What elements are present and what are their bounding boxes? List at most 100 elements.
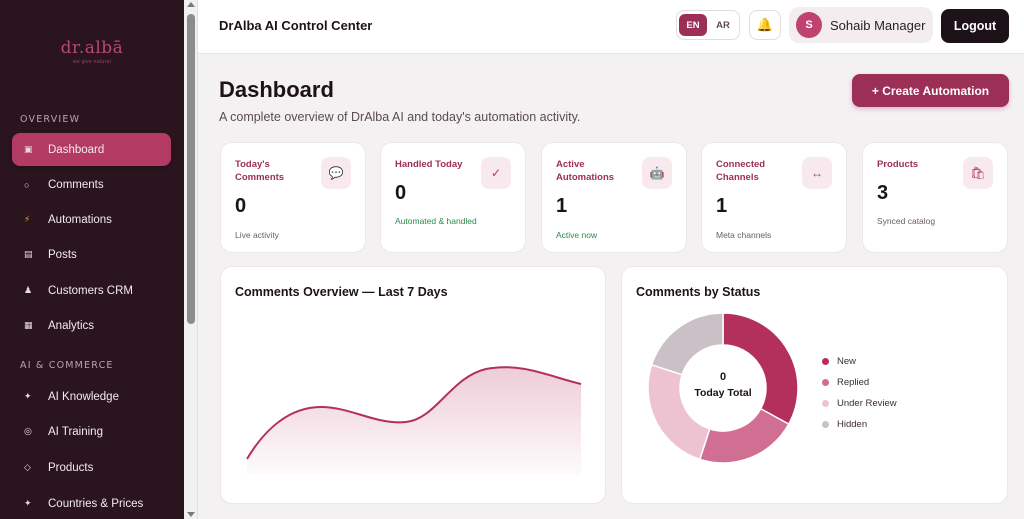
sidebar-item-products[interactable]: ◇ Products bbox=[12, 451, 171, 484]
sidebar-item-analytics[interactable]: ▦ Analytics bbox=[12, 309, 171, 342]
panel-title: Comments Overview — Last 7 Days bbox=[235, 285, 448, 299]
star-icon: ✦ bbox=[24, 498, 32, 508]
section-label-ai-commerce: AI & COMMERCE bbox=[20, 360, 114, 371]
bell-icon: 🔔 bbox=[756, 17, 774, 32]
stat-note: Automated & handled bbox=[395, 216, 477, 226]
lang-ar-button[interactable]: AR bbox=[716, 19, 730, 31]
sidebar-item-comments[interactable]: ○ Comments bbox=[12, 168, 171, 201]
user-name: Sohaib Manager bbox=[830, 17, 926, 33]
avatar: S bbox=[796, 12, 822, 38]
posts-icon: ▤ bbox=[24, 249, 33, 259]
sidebar-item-ai-training[interactable]: ◎ AI Training bbox=[12, 415, 171, 448]
legend-label: Hidden bbox=[837, 419, 868, 430]
checkmark-icon: ✓ bbox=[481, 157, 511, 189]
robot-icon: 🤖 bbox=[642, 157, 672, 189]
stat-note: Live activity bbox=[235, 230, 279, 240]
stat-note: Active now bbox=[556, 230, 598, 240]
scrollbar-thumb[interactable] bbox=[187, 14, 195, 324]
stat-value: 0 bbox=[395, 182, 407, 204]
sidebar-item-posts[interactable]: ▤ Posts bbox=[12, 238, 171, 271]
stat-value: 1 bbox=[716, 195, 728, 217]
legend-item-replied[interactable]: Replied bbox=[822, 372, 897, 393]
status-donut-chart bbox=[647, 312, 799, 464]
legend-label: Under Review bbox=[837, 398, 897, 409]
dashboard-icon: ▣ bbox=[24, 144, 33, 154]
chat-bubble-icon: 💬 bbox=[321, 157, 351, 189]
target-icon: ◎ bbox=[24, 426, 32, 436]
stat-card-todays-comments: Today's Comments 💬 0 Live activity bbox=[220, 142, 366, 253]
stat-card-active-automations: Active Automations 🤖 1 Active now bbox=[541, 142, 687, 253]
logo-tagline: we give natural bbox=[72, 59, 112, 65]
sidebar: dr.albā we give natural OVERVIEW ▣ Dashb… bbox=[0, 0, 184, 519]
arrows-icon: ↔ bbox=[802, 157, 832, 189]
language-switcher: EN AR bbox=[676, 10, 740, 40]
today-total-value: 0 bbox=[719, 371, 727, 383]
stat-label: Active Automations bbox=[556, 159, 615, 183]
notifications-button[interactable]: 🔔 bbox=[749, 10, 781, 40]
comments-line-chart bbox=[246, 366, 582, 475]
stat-value: 1 bbox=[556, 195, 568, 217]
stat-label: Products bbox=[877, 159, 919, 170]
section-label-overview: OVERVIEW bbox=[20, 114, 81, 125]
sidebar-item-label: Posts bbox=[48, 248, 77, 261]
panel-title: Comments by Status bbox=[636, 285, 761, 299]
app-title: DrAlba AI Control Center bbox=[219, 18, 373, 33]
stat-value: 3 bbox=[877, 182, 889, 204]
top-bar: DrAlba AI Control Center EN AR 🔔 S Sohai… bbox=[198, 0, 1024, 54]
brand-logo[interactable]: dr.albā we give natural bbox=[0, 38, 184, 65]
lang-en-button[interactable]: EN bbox=[679, 14, 707, 36]
chart-series-line bbox=[246, 366, 582, 460]
today-total-label: Today Total bbox=[694, 387, 752, 399]
legend-dot bbox=[822, 379, 829, 386]
legend-dot bbox=[822, 358, 829, 365]
stat-card-connected-channels: Connected Channels ↔ 1 Meta channels bbox=[701, 142, 847, 253]
sparkle-icon: ✦ bbox=[24, 391, 32, 401]
donut-hole bbox=[680, 345, 766, 431]
legend-label: Replied bbox=[837, 377, 870, 388]
user-menu[interactable]: S Sohaib Manager bbox=[789, 7, 933, 43]
comment-icon: ○ bbox=[24, 179, 30, 190]
scroll-down-arrow-icon[interactable] bbox=[187, 512, 195, 517]
comments-by-status-panel: Comments by Status 0 Today Total New Rep… bbox=[621, 266, 1008, 504]
page-title: Dashboard bbox=[219, 77, 334, 102]
page-subtitle: A complete overview of DrAlba AI and tod… bbox=[219, 110, 581, 124]
sidebar-item-label: Countries & Prices bbox=[48, 497, 144, 510]
products-icon: 🛍 bbox=[963, 157, 993, 189]
sidebar-item-label: Customers CRM bbox=[48, 284, 133, 297]
donut-center: 0 Today Total bbox=[683, 371, 763, 399]
sidebar-item-ai-knowledge[interactable]: ✦ AI Knowledge bbox=[12, 380, 171, 413]
user-icon: ♟ bbox=[24, 285, 33, 295]
legend-item-new[interactable]: New bbox=[822, 351, 897, 372]
logo-text: dr.albā bbox=[60, 38, 124, 58]
stat-note: Meta channels bbox=[716, 230, 772, 240]
sidebar-item-label: Dashboard bbox=[48, 143, 105, 156]
sidebar-item-countries-prices[interactable]: ✦ Countries & Prices bbox=[12, 487, 171, 519]
sidebar-item-label: Automations bbox=[48, 213, 112, 226]
stat-card-handled-today: Handled Today ✓ 0 Automated & handled bbox=[380, 142, 526, 253]
logout-button[interactable]: Logout bbox=[941, 9, 1009, 43]
stat-label: Today's Comments bbox=[235, 159, 285, 183]
sidebar-item-label: AI Training bbox=[48, 425, 103, 438]
legend-item-under-review[interactable]: Under Review bbox=[822, 393, 897, 414]
sidebar-scrollbar[interactable] bbox=[184, 0, 198, 519]
stat-note: Synced catalog bbox=[877, 216, 936, 226]
sidebar-item-label: AI Knowledge bbox=[48, 390, 119, 403]
comments-overview-panel: Comments Overview — Last 7 Days bbox=[220, 266, 606, 504]
scroll-up-arrow-icon[interactable] bbox=[187, 2, 195, 7]
lightning-icon: ⚡ bbox=[24, 214, 31, 224]
legend-label: New bbox=[837, 356, 857, 367]
legend-dot bbox=[822, 400, 829, 407]
stat-card-products: Products 🛍 3 Synced catalog bbox=[862, 142, 1008, 253]
sidebar-item-automations[interactable]: ⚡ Automations bbox=[12, 203, 171, 236]
legend-item-hidden[interactable]: Hidden bbox=[822, 414, 897, 435]
sidebar-item-dashboard[interactable]: ▣ Dashboard bbox=[12, 133, 171, 166]
legend-dot bbox=[822, 421, 829, 428]
stat-label: Connected Channels bbox=[716, 159, 766, 183]
sidebar-item-label: Analytics bbox=[48, 319, 95, 332]
create-automation-button[interactable]: + Create Automation bbox=[852, 74, 1009, 107]
stat-label: Handled Today bbox=[395, 159, 463, 170]
sidebar-item-label: Products bbox=[48, 461, 94, 474]
status-legend: New Replied Under Review Hidden bbox=[822, 351, 897, 435]
diamond-icon: ◇ bbox=[24, 462, 31, 472]
sidebar-item-customers-crm[interactable]: ♟ Customers CRM bbox=[12, 274, 171, 307]
